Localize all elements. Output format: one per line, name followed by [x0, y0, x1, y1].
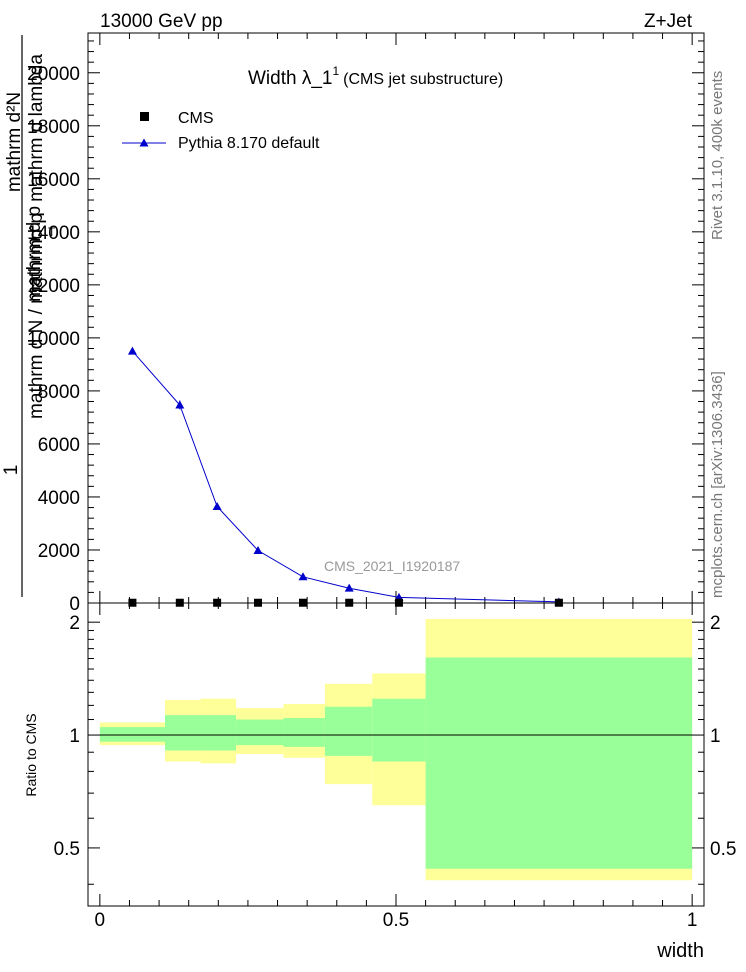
- y-tick-label: 0: [69, 594, 80, 615]
- x-axis-title: width: [656, 940, 704, 962]
- legend-pythia-marker: [139, 138, 149, 147]
- x-tick-label: 0.5: [383, 910, 409, 931]
- ylabel-overlap-3: mathrm d lambda: [26, 54, 47, 202]
- ratio-band-green: [372, 698, 426, 762]
- rivet-version-label: Rivet 3.1.10, 400k events: [709, 71, 726, 240]
- ylabel-overlap-2: mathrm d p: [24, 206, 45, 302]
- plot-title-superscript: 1: [332, 64, 339, 78]
- x-tick-label: 1: [687, 910, 698, 931]
- ratio-band-green: [283, 718, 325, 747]
- y-tick-label: 4000: [38, 488, 80, 509]
- ratio-y-axis-title: Ratio to CMS: [23, 713, 39, 796]
- mcplots-label: mcplots.cern.ch [arXiv:1306.3436]: [709, 371, 726, 598]
- ratio-band-green: [324, 706, 373, 756]
- x-tick-label: 0: [95, 910, 106, 931]
- pythia-point: [212, 501, 222, 510]
- plot-title-note: (CMS jet substructure): [343, 71, 503, 88]
- ylabel-denominator: mathrm d N / mathrmd p: [26, 213, 47, 419]
- plot-title: Width λ_11 (CMS jet substructure): [248, 64, 503, 89]
- ratio-band-green: [425, 657, 693, 869]
- ratio-y-tick-label-right: 2: [710, 613, 721, 634]
- y-tick-label: 10000: [27, 329, 80, 350]
- plot-title-main: Width λ_1: [248, 68, 332, 89]
- y-tick-label: 20000: [27, 64, 80, 85]
- ratio-y-tick-label-right: 1: [710, 726, 721, 747]
- legend-cms-marker: [140, 112, 149, 121]
- ratio-y-tick-label-left: 1: [69, 726, 80, 747]
- ratio-x-axis: 0 0.5 1: [95, 603, 698, 931]
- y-tick-label: 2000: [38, 541, 80, 562]
- y-tick-label: 8000: [38, 382, 80, 403]
- ratio-y-tick-label-right: 0.5: [710, 839, 736, 860]
- ylabel-subscript-t: T: [48, 225, 56, 239]
- ratio-band-green: [200, 715, 237, 751]
- pythia-point: [344, 583, 354, 592]
- main-y-axis-title: 1 mathrm d N / mathrmd p mathrm d²N math…: [1, 35, 56, 597]
- y-tick-label: 6000: [38, 435, 80, 456]
- y-tick-label: 14000: [27, 223, 80, 244]
- main-y-axis: 0 2000 4000 6000 8000 10000 12000 14000 16000 180…: [27, 40, 704, 615]
- ylabel-numerator: 1: [1, 465, 22, 476]
- pythia-point: [253, 546, 263, 555]
- legend-pythia-label: Pythia 8.170 default: [178, 135, 320, 152]
- pythia-point: [127, 346, 137, 355]
- pythia-point: [175, 400, 185, 409]
- energy-label: 13000 GeV pp: [100, 11, 223, 32]
- ratio-y-tick-label-left: 0.5: [54, 839, 80, 860]
- pythia-point: [298, 572, 308, 581]
- ratio-band-green: [165, 715, 201, 751]
- pythia-line: [132, 350, 559, 603]
- y-tick-label: 16000: [27, 170, 80, 191]
- legend: CMS Pythia 8.170 default: [122, 110, 320, 152]
- y-tick-label: 18000: [27, 117, 80, 138]
- process-label: Z+Jet: [644, 11, 693, 32]
- legend-cms-label: CMS: [178, 110, 214, 127]
- analysis-watermark: CMS_2021_I1920187: [324, 558, 460, 574]
- ratio-y-axis: 0.5 0.5 1 1 2 2: [54, 613, 736, 885]
- y-tick-label: 12000: [27, 276, 80, 297]
- ratio-band-green: [99, 727, 165, 742]
- ylabel-overlap-1: mathrm d²N: [4, 92, 25, 192]
- ratio-band-green: [236, 719, 284, 746]
- ratio-y-tick-label-left: 2: [69, 613, 80, 634]
- ratio-bands-layer: [99, 618, 693, 881]
